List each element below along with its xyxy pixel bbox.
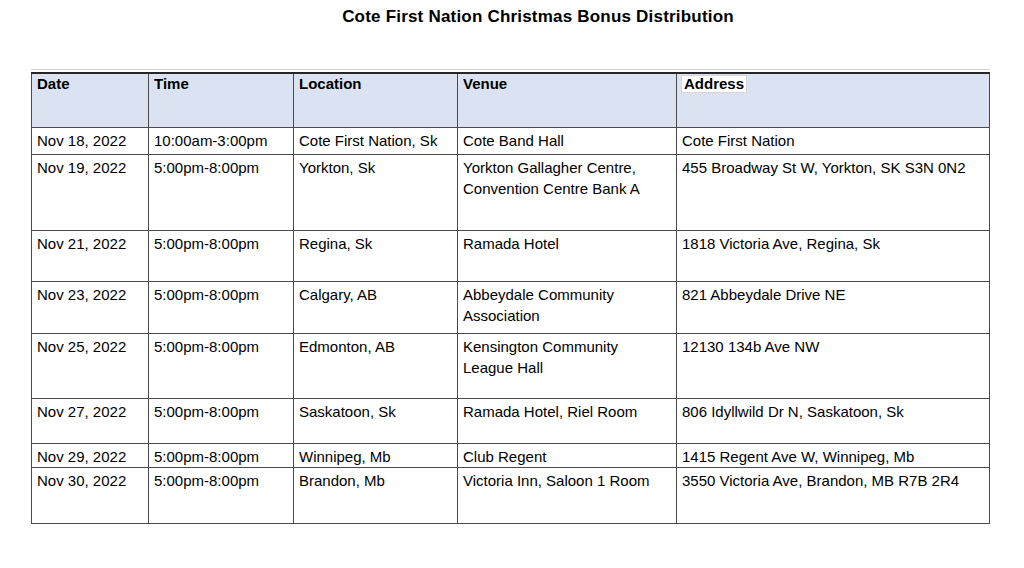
- cell-location: Cote First Nation, Sk: [294, 127, 458, 154]
- column-header-venue: Venue: [458, 73, 677, 127]
- cell-address: 12130 134b Ave NW: [677, 333, 990, 398]
- cell-address: Cote First Nation: [677, 127, 990, 154]
- cell-date: Nov 25, 2022: [32, 333, 149, 398]
- column-header-time: Time: [149, 73, 294, 127]
- cell-venue: Kensington Community League Hall: [458, 333, 677, 398]
- cell-location: Edmonton, AB: [294, 333, 458, 398]
- table-top-shadow: [31, 69, 990, 70]
- cell-time: 5:00pm-8:00pm: [149, 333, 294, 398]
- cell-address: 1818 Victoria Ave, Regina, Sk: [677, 230, 990, 281]
- table-row: Nov 27, 2022 5:00pm-8:00pm Saskatoon, Sk…: [32, 398, 990, 443]
- cell-time: 10:00am-3:00pm: [149, 127, 294, 154]
- cell-address: 1415 Regent Ave W, Winnipeg, Mb: [677, 443, 990, 467]
- cell-location: Saskatoon, Sk: [294, 398, 458, 443]
- cell-time: 5:00pm-8:00pm: [149, 443, 294, 467]
- cell-time: 5:00pm-8:00pm: [149, 230, 294, 281]
- column-header-location: Location: [294, 73, 458, 127]
- address-header-highlight: Address: [682, 76, 746, 92]
- cell-venue: Ramada Hotel, Riel Room: [458, 398, 677, 443]
- table-row: Nov 21, 2022 5:00pm-8:00pm Regina, Sk Ra…: [32, 230, 990, 281]
- distribution-schedule-table: Date Time Location Venue Address Nov 18,…: [31, 72, 990, 524]
- cell-time: 5:00pm-8:00pm: [149, 154, 294, 230]
- cell-location: Calgary, AB: [294, 281, 458, 333]
- cell-location: Brandon, Mb: [294, 467, 458, 523]
- cell-date: Nov 21, 2022: [32, 230, 149, 281]
- cell-time: 5:00pm-8:00pm: [149, 281, 294, 333]
- cell-venue: Ramada Hotel: [458, 230, 677, 281]
- table-row: Nov 29, 2022 5:00pm-8:00pm Winnipeg, Mb …: [32, 443, 990, 467]
- cell-venue: Abbeydale Community Association: [458, 281, 677, 333]
- document-title: Cote First Nation Christmas Bonus Distri…: [342, 7, 734, 27]
- cell-address: 806 Idyllwild Dr N, Saskatoon, Sk: [677, 398, 990, 443]
- cell-address: 455 Broadway St W, Yorkton, SK S3N 0N2: [677, 154, 990, 230]
- cell-date: Nov 30, 2022: [32, 467, 149, 523]
- header-row: Date Time Location Venue Address: [32, 73, 990, 127]
- table-row: Nov 25, 2022 5:00pm-8:00pm Edmonton, AB …: [32, 333, 990, 398]
- cell-venue: Cote Band Hall: [458, 127, 677, 154]
- cell-venue: Victoria Inn, Saloon 1 Room: [458, 467, 677, 523]
- table-row: Nov 18, 2022 10:00am-3:00pm Cote First N…: [32, 127, 990, 154]
- cell-location: Winnipeg, Mb: [294, 443, 458, 467]
- cell-time: 5:00pm-8:00pm: [149, 467, 294, 523]
- column-header-address: Address: [677, 73, 990, 127]
- cell-address: 3550 Victoria Ave, Brandon, MB R7B 2R4: [677, 467, 990, 523]
- cell-venue: Club Regent: [458, 443, 677, 467]
- column-header-date: Date: [32, 73, 149, 127]
- cell-date: Nov 18, 2022: [32, 127, 149, 154]
- cell-location: Regina, Sk: [294, 230, 458, 281]
- table-row: Nov 19, 2022 5:00pm-8:00pm Yorkton, Sk Y…: [32, 154, 990, 230]
- cell-time: 5:00pm-8:00pm: [149, 398, 294, 443]
- cell-date: Nov 19, 2022: [32, 154, 149, 230]
- cell-date: Nov 23, 2022: [32, 281, 149, 333]
- cell-date: Nov 29, 2022: [32, 443, 149, 467]
- cell-location: Yorkton, Sk: [294, 154, 458, 230]
- cell-date: Nov 27, 2022: [32, 398, 149, 443]
- cell-venue: Yorkton Gallagher Centre, Convention Cen…: [458, 154, 677, 230]
- cell-address: 821 Abbeydale Drive NE: [677, 281, 990, 333]
- table-row: Nov 30, 2022 5:00pm-8:00pm Brandon, Mb V…: [32, 467, 990, 523]
- table-row: Nov 23, 2022 5:00pm-8:00pm Calgary, AB A…: [32, 281, 990, 333]
